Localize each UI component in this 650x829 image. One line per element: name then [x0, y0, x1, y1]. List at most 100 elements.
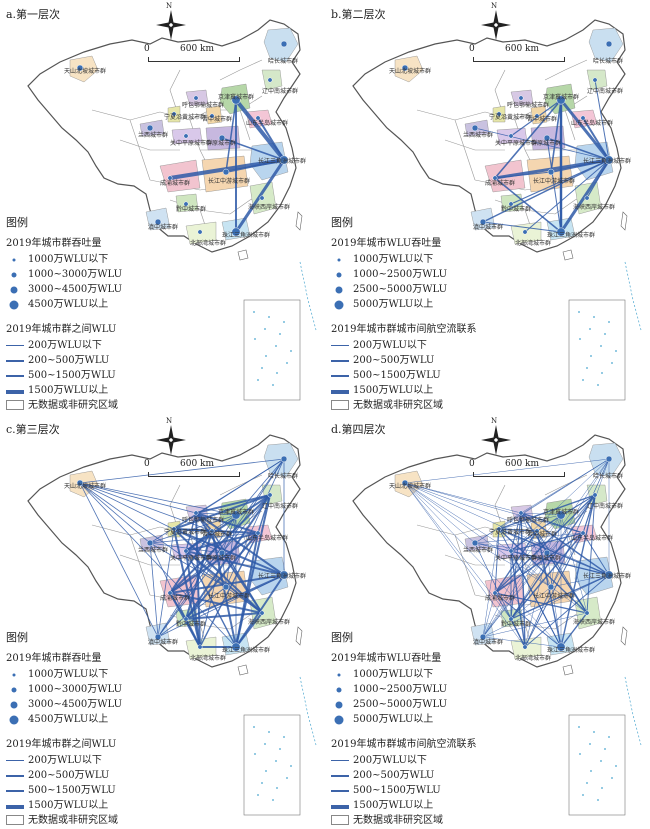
hub-node [193, 95, 199, 101]
inset-island [590, 355, 592, 357]
inset-island [261, 367, 263, 369]
inset-island [253, 311, 255, 313]
hub-node [543, 134, 551, 142]
line-width-symbol [6, 360, 24, 362]
line-legend-item: 200万WLU以下 [6, 753, 216, 768]
scale-distance: 600 km [180, 459, 215, 469]
inset-island [604, 748, 606, 750]
flow-line [404, 482, 512, 552]
hub-node [146, 539, 154, 547]
region-label-prd: 珠江三角洲城市群 [222, 647, 271, 654]
hub-node [231, 227, 241, 237]
hainan-island [562, 664, 574, 676]
region-label-shandong: 山东半岛城市群 [571, 120, 614, 127]
hub-node [171, 111, 177, 117]
south-sea-inset [243, 299, 301, 401]
legend-heading: 图例 [331, 216, 353, 229]
hub-node [154, 218, 162, 226]
flow-line [482, 612, 588, 638]
line-width-symbol [331, 760, 349, 761]
scale-line [473, 57, 565, 62]
hub-node [471, 124, 479, 132]
flow-line [79, 482, 197, 514]
region-label-dianzhong: 滇中城市群 [148, 639, 179, 646]
taiwan-island [295, 626, 303, 646]
flow-line [173, 528, 213, 532]
inset-island [579, 753, 581, 755]
flow-line [550, 574, 610, 588]
line-legend-item: 200~500万WLU [6, 353, 216, 368]
line-legend-item: 1500万WLU以上 [331, 798, 541, 813]
hub-node [534, 113, 540, 119]
hub-node [167, 590, 173, 596]
region-label-prd: 珠江三角洲城市群 [547, 232, 596, 239]
node-legend-item: 1000万WLU以下 [6, 667, 216, 682]
region-label-central_south_liaoning: 辽中南城市群 [587, 503, 624, 510]
scale-zero: 0 [144, 44, 150, 54]
flow-line [482, 514, 562, 638]
region-label-zhongyuan: 中原城市群 [531, 555, 562, 562]
north-label: N [166, 2, 173, 10]
node-legend-item: 3000~4500万WLU [6, 282, 216, 297]
flow-line [79, 482, 237, 516]
flow-line [494, 532, 584, 594]
hainan-island [237, 664, 249, 676]
region-label-ningxia: 宁夏沿黄城市群 [164, 114, 207, 121]
flow-line [510, 530, 538, 552]
flow-line [498, 494, 596, 530]
map-legend: 图例 2019年城市WLU吞吐量 1000万WLU以下 1000~2500万WLU 25… [331, 629, 541, 828]
flow-line [404, 482, 476, 544]
node-legend-title: 2019年城市WLU吞吐量 [331, 238, 442, 249]
scale-bar: 0 600 km [469, 42, 569, 64]
flow-line [559, 159, 611, 233]
scale-bar: 0 600 km [144, 457, 244, 479]
hub-node [255, 530, 261, 536]
hub-node [255, 115, 261, 121]
legend-heading: 图例 [6, 631, 28, 644]
hub-node [222, 583, 230, 591]
node-legend-item: 2500~5000万WLU [331, 697, 541, 712]
flow-line [404, 482, 512, 620]
line-legend-item: 200~500万WLU [331, 768, 541, 783]
flow-line [510, 512, 522, 552]
inset-island [586, 367, 588, 369]
region-label-middle: 长江中游城市群 [208, 593, 251, 600]
hub-node [401, 64, 409, 72]
flow-line [546, 137, 610, 161]
taiwan-island [620, 626, 628, 646]
region-label-qianzhong: 黔中城市群 [176, 621, 207, 628]
inset-island [254, 753, 256, 755]
region-label-prd: 珠江三角洲城市群 [222, 232, 271, 239]
flow-line [404, 458, 610, 484]
flow-line [79, 458, 285, 484]
hub-node [492, 175, 498, 181]
inset-island [589, 328, 591, 330]
scale-zero: 0 [469, 44, 475, 54]
flow-line [149, 542, 187, 620]
node-legend-item: 1000~2500万WLU [331, 267, 541, 282]
panel-title: d.第四层次 [331, 423, 386, 436]
line-width-symbol [6, 760, 24, 761]
node-size-symbol [336, 687, 342, 692]
hub-node [580, 115, 586, 121]
flow-line [225, 99, 237, 173]
panel-title: b.第二层次 [331, 8, 386, 21]
hub-node [604, 155, 614, 165]
inset-island [578, 726, 580, 728]
line-width-symbol [331, 375, 349, 377]
province-border [544, 59, 588, 81]
hub-node [592, 77, 598, 83]
flow-line [536, 514, 562, 532]
inset-island [578, 311, 580, 313]
hub-node [471, 539, 479, 547]
region-label-tianshan: 天山北坡城市群 [64, 68, 107, 75]
flow-line [482, 530, 538, 638]
region-label-jingjinji: 京津冀城市群 [218, 509, 255, 516]
inset-island [275, 760, 277, 762]
flow-line [482, 159, 610, 223]
node-size-symbol [334, 300, 344, 309]
flow-line [79, 482, 151, 544]
region-label-zhongyuan: 中原城市群 [206, 555, 237, 562]
scale-bar: 0 600 km [469, 457, 569, 479]
flow-line [560, 514, 588, 614]
